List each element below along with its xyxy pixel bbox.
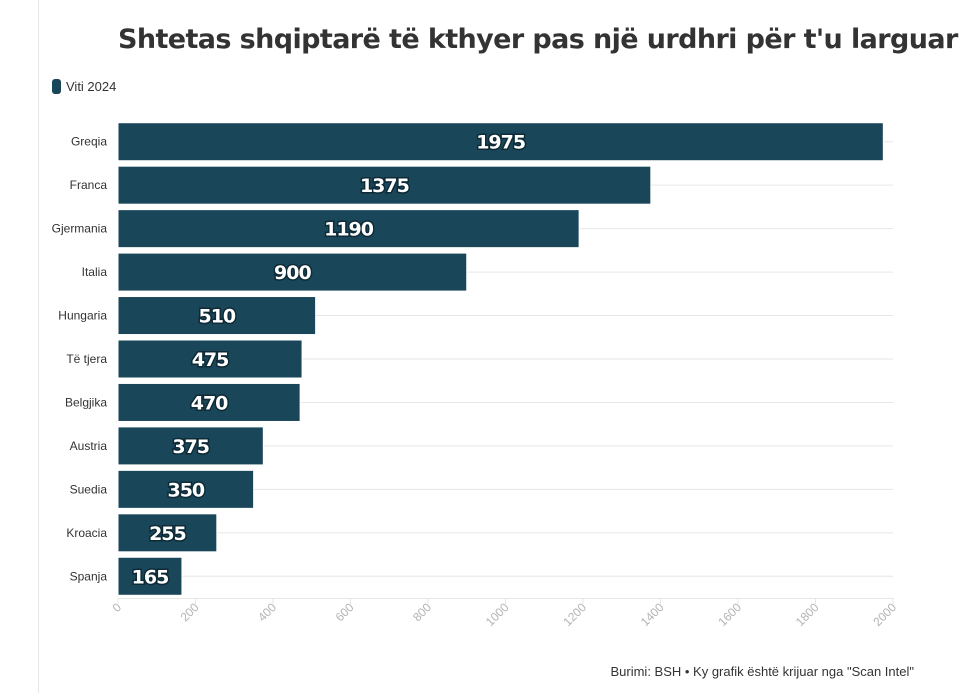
data-label: 510 [198, 306, 235, 328]
bar [117, 165, 652, 205]
x-tick-label: 1000 [483, 600, 512, 629]
data-label: 1375 [360, 175, 409, 197]
x-tick-label: 1600 [715, 600, 744, 629]
category-label: Austria [70, 439, 108, 453]
x-tick-label: 200 [178, 600, 202, 624]
bar [117, 252, 468, 292]
category-label: Italia [82, 265, 108, 279]
bar [117, 122, 884, 162]
data-label: 1190 [324, 219, 374, 241]
data-label: 375 [172, 436, 209, 458]
x-tick-label: 1200 [560, 600, 589, 629]
category-label: Belgjika [65, 395, 107, 409]
category-label: Hungaria [58, 309, 107, 323]
category-label: Franca [70, 178, 108, 192]
x-tick-label: 0 [109, 600, 124, 615]
legend-swatch [52, 79, 61, 94]
category-label: Kroacia [66, 526, 107, 540]
bar [117, 426, 264, 466]
data-label: 900 [274, 262, 311, 284]
category-label: Greqia [71, 135, 107, 149]
x-tick-label: 600 [333, 600, 357, 624]
bar [117, 382, 301, 422]
x-tick-label: 1400 [638, 600, 667, 629]
x-tick-label: 800 [410, 600, 434, 624]
legend-label: Viti 2024 [66, 79, 117, 94]
x-tick-label: 1800 [793, 600, 822, 629]
bar [117, 556, 183, 596]
data-label: 470 [191, 392, 228, 414]
bar [117, 209, 580, 249]
x-tick-label: 2000 [870, 600, 899, 629]
chart-title: Shtetas shqiptarë të kthyer pas një urdh… [118, 24, 958, 55]
data-label: 255 [149, 523, 186, 545]
data-label: 165 [132, 566, 169, 588]
bar [117, 339, 303, 379]
bar [117, 469, 255, 509]
bar [117, 513, 218, 553]
data-label: 1975 [476, 132, 525, 154]
category-label: Të tjera [66, 352, 107, 366]
category-label: Gjermania [52, 222, 108, 236]
left-divider [38, 0, 39, 693]
data-label: 350 [167, 479, 204, 501]
category-label: Suedia [70, 482, 108, 496]
bar [117, 296, 317, 336]
source-note: Burimi: BSH • Ky grafik është krijuar ng… [610, 664, 914, 679]
data-label: 475 [192, 349, 229, 371]
x-tick-label: 400 [255, 600, 279, 624]
legend[interactable]: Viti 2024 [52, 79, 116, 94]
category-label: Spanja [70, 569, 108, 583]
